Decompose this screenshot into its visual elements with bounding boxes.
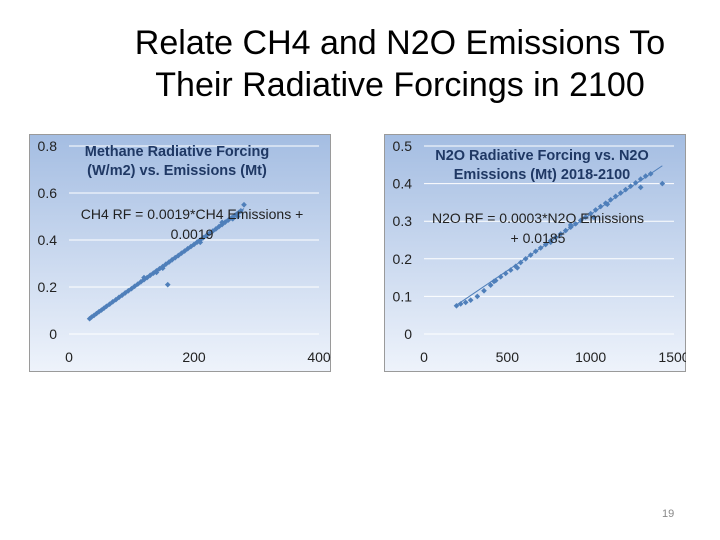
page-number: 19: [662, 508, 675, 520]
n2o-data-point: [453, 302, 460, 309]
ch4-data-point: [153, 269, 160, 276]
n2o-data-point: [491, 278, 497, 285]
n2o-chart-title-line: N2O Radiative Forcing vs. N2O: [435, 148, 649, 164]
ch4-data-point: [141, 274, 147, 281]
ch4-equation-label: 0.0019: [171, 226, 214, 242]
n2o-y-tick-label: 0.5: [393, 138, 413, 154]
n2o-x-tick-label: 1500: [658, 349, 686, 365]
n2o-y-tick-label: 0.3: [393, 213, 413, 229]
n2o-x-tick-label: 0: [420, 349, 428, 365]
n2o-y-tick-label: 0: [404, 326, 412, 342]
n2o-svg: 0 0.1 0.2 0.3 0.4 0.5 0 500 1000 1500 N2O Radiativ…: [384, 134, 686, 372]
n2o-data-point: [457, 301, 464, 307]
ch4-svg: 0 0.2 0.4 0.6 0.8 0 200 400 Methane Radiative Fo…: [29, 134, 331, 372]
n2o-y-tick-label: 0.2: [393, 251, 413, 267]
ch4-y-tick-label: 0.4: [38, 232, 58, 248]
ch4-chart-title-line: Methane Radiative Forcing: [85, 144, 270, 160]
ch4-data-point: [241, 201, 247, 208]
ch4-data-point: [159, 265, 166, 272]
ch4-data-point: [238, 208, 244, 214]
n2o-data-point: [591, 214, 597, 221]
n2o-data-point: [497, 274, 504, 280]
ch4-data-point: [234, 213, 241, 220]
slide-title-line-1: Relate CH4 and N2O Emissions To: [134, 24, 666, 62]
n2o-equation-label: N2O RF = 0.0003*N2O Emissions: [432, 210, 644, 226]
ch4-equation-label: CH4 RF = 0.0019*CH4 Emissions +: [81, 206, 304, 222]
ch4-x-tick-label: 0: [65, 349, 73, 365]
ch4-data-point: [219, 219, 225, 226]
ch4-y-tick-label: 0.8: [38, 138, 58, 154]
n2o-data-point: [462, 299, 469, 306]
slide-title-line-2: Their Radiative Forcings in 2100: [155, 66, 645, 104]
n2o-data-point: [507, 267, 514, 273]
ch4-x-tick-label: 400: [307, 349, 331, 365]
n2o-y-tick-label: 0.1: [393, 288, 413, 304]
ch4-data-point: [164, 281, 171, 288]
n2o-equation-label: + 0.0185: [511, 230, 566, 246]
ch4-y-tick-label: 0: [49, 326, 57, 342]
n2o-x-tick-label: 1000: [575, 349, 606, 365]
methane-scatter-chart: 0 0.2 0.4 0.6 0.8 0 200 400 Methane Radiative Fo…: [29, 134, 331, 372]
n2o-data-point: [522, 255, 529, 262]
n2o-chart-title-line: Emissions (Mt) 2018-2100: [454, 167, 631, 183]
ch4-y-tick-label: 0.6: [38, 185, 58, 201]
ch4-y-tick-label: 0.2: [38, 279, 58, 295]
n2o-data-point: [481, 287, 487, 294]
n2o-x-tick-label: 500: [496, 349, 520, 365]
n2o-data-point: [502, 270, 509, 277]
n2o-scatter-chart: 0 0.1 0.2 0.3 0.4 0.5 0 500 1000 1500 N2O Radiativ…: [384, 134, 686, 372]
ch4-chart-title-line: (W/m2) vs. Emissions (Mt): [87, 163, 267, 179]
ch4-x-tick-label: 200: [182, 349, 206, 365]
ch4-data-point: [229, 216, 236, 222]
n2o-data-point: [659, 180, 666, 187]
slide-title: Relate CH4 and N2O Emissions To Their Ra…: [40, 22, 720, 106]
n2o-y-tick-label: 0.4: [393, 176, 413, 192]
ch4-data-point: [197, 239, 204, 246]
